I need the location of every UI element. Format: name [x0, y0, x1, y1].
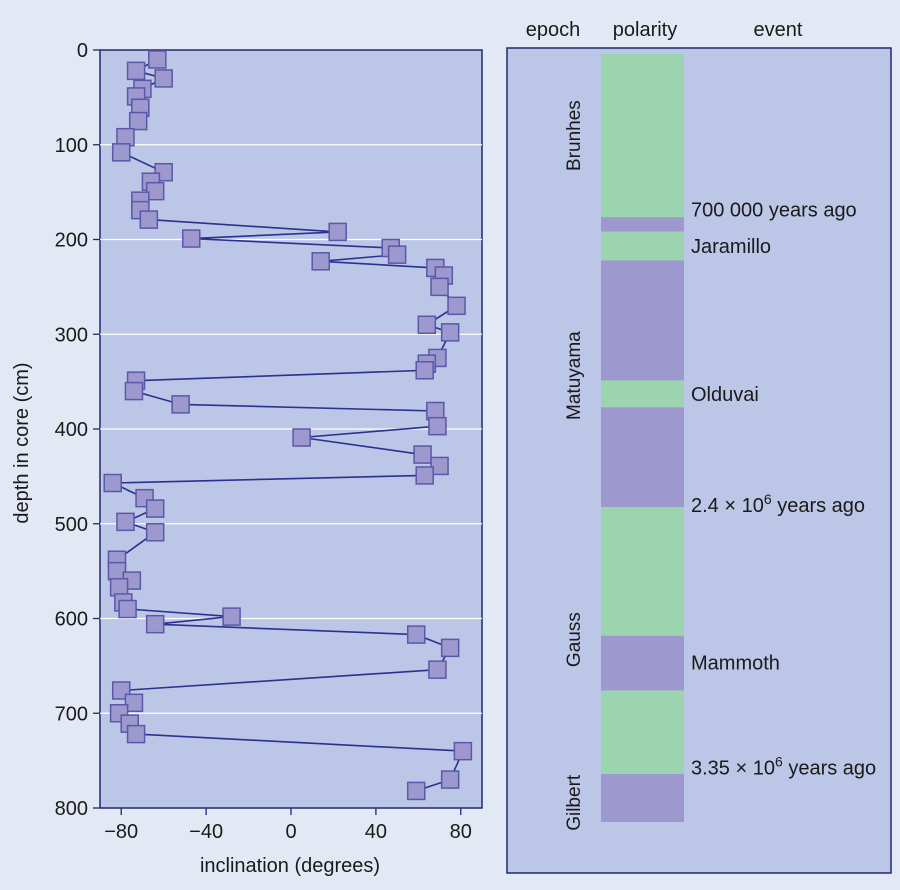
- inclination-markers: [103, 50, 473, 801]
- reversed-polarity-band: [601, 407, 684, 508]
- data-point-marker: [222, 607, 241, 626]
- event-label: 2.4 × 106 years ago: [691, 491, 865, 517]
- data-point-marker: [171, 395, 190, 414]
- y-tick-label: 100: [55, 135, 88, 157]
- data-point-marker: [126, 724, 146, 744]
- data-point-marker: [440, 638, 460, 658]
- normal-polarity-band: [601, 380, 684, 408]
- data-point-marker: [145, 499, 165, 518]
- x-tick-label: 40: [365, 821, 387, 843]
- y-tick-label: 200: [55, 230, 88, 252]
- timescale-panel: [506, 47, 892, 874]
- inclination-axis-ticks: −80 −40 0 40 80: [104, 808, 472, 843]
- y-tick-label: 500: [55, 514, 88, 536]
- x-tick-label: −80: [104, 821, 138, 843]
- data-point-marker: [428, 416, 447, 436]
- data-point-marker: [428, 660, 447, 679]
- data-point-marker: [413, 445, 432, 464]
- epoch-label-matuyama: Matuyama: [564, 331, 585, 420]
- data-point-marker: [148, 50, 167, 69]
- event-label-exponent: 6: [775, 753, 783, 769]
- epoch-column-header: epoch: [526, 19, 581, 41]
- epoch-label-gilbert: Gilbert: [564, 774, 585, 831]
- data-point-marker: [415, 466, 434, 485]
- y-tick-label: 600: [55, 609, 88, 631]
- reversed-polarity-band: [601, 217, 684, 232]
- x-tick-label: −40: [189, 821, 223, 843]
- event-label-suffix: years ago: [772, 495, 865, 517]
- epoch-labels: Brunhes Matuyama Gauss Gilbert: [564, 100, 585, 831]
- event-label-text: 3.35 × 10: [691, 757, 775, 779]
- event-label-text: Olduvai: [691, 384, 759, 406]
- normal-polarity-band: [601, 54, 684, 218]
- data-point-marker: [406, 625, 426, 644]
- event-label-text: Jaramillo: [691, 236, 771, 258]
- polarity-column-header: polarity: [613, 19, 677, 41]
- event-label-text: 2.4 × 10: [691, 495, 764, 517]
- data-point-marker: [453, 741, 473, 761]
- data-point-marker: [440, 770, 460, 789]
- data-point-marker: [118, 599, 137, 619]
- y-tick-label: 400: [55, 419, 88, 441]
- x-tick-label: 0: [285, 821, 296, 843]
- event-label: Olduvai: [691, 384, 759, 406]
- data-point-marker: [417, 315, 437, 335]
- data-point-marker: [124, 693, 144, 713]
- reversed-polarity-band: [601, 260, 684, 381]
- data-point-marker: [128, 111, 148, 131]
- data-point-marker: [292, 428, 311, 447]
- depth-axis-ticks: 0 100 200 300 400 500 600 700 800: [55, 40, 100, 820]
- event-label: Mammoth: [691, 653, 780, 675]
- y-tick-label: 0: [77, 40, 88, 62]
- reversed-polarity-band: [601, 774, 684, 822]
- reversed-polarity-band: [601, 635, 684, 691]
- event-labels: 700 000 years ago Jaramillo Olduvai 2.4 × 1…: [691, 200, 876, 780]
- epoch-label-brunhes: Brunhes: [564, 100, 585, 171]
- y-axis-title: depth in core (cm): [11, 362, 33, 523]
- event-label-text: 700 000 years ago: [691, 200, 857, 222]
- data-point-marker: [430, 456, 449, 476]
- data-point-marker: [116, 512, 135, 532]
- normal-polarity-band: [601, 690, 684, 774]
- data-point-marker: [182, 229, 201, 248]
- epoch-label-gauss: Gauss: [564, 612, 585, 667]
- y-tick-label: 700: [55, 703, 88, 725]
- data-point-marker: [145, 614, 165, 634]
- event-column-header: event: [754, 19, 803, 41]
- data-point-marker: [430, 277, 449, 297]
- polarity-bands: [601, 54, 684, 822]
- data-point-marker: [387, 245, 407, 264]
- data-point-marker: [126, 61, 146, 81]
- event-label-suffix: years ago: [783, 757, 876, 779]
- data-point-marker: [124, 381, 144, 401]
- y-tick-label: 800: [55, 798, 88, 820]
- event-label-text: Mammoth: [691, 653, 780, 675]
- data-point-marker: [145, 181, 165, 201]
- data-point-marker: [447, 296, 466, 316]
- normal-polarity-band: [601, 507, 684, 636]
- data-point-marker: [103, 473, 122, 493]
- x-axis-title: inclination (degrees): [200, 855, 380, 877]
- normal-polarity-band: [601, 231, 684, 261]
- data-point-marker: [440, 323, 460, 342]
- event-label: Jaramillo: [691, 236, 771, 258]
- data-point-marker: [415, 361, 434, 380]
- inclination-chart: 0 100 200 300 400 500 600 700 800 −80 −40 0 40 80 in…: [11, 40, 483, 877]
- data-point-marker: [328, 222, 347, 242]
- event-label: 700 000 years ago: [691, 200, 857, 222]
- data-point-marker: [311, 252, 330, 271]
- event-label-exponent: 6: [764, 491, 772, 507]
- data-point-marker: [406, 781, 426, 801]
- polarity-timescale: epoch polarity event Brunhes Matuyama Gaus…: [506, 19, 892, 874]
- event-label: 3.35 × 106 years ago: [691, 753, 876, 779]
- data-point-marker: [139, 210, 159, 229]
- x-tick-label: 80: [450, 821, 472, 843]
- y-tick-label: 300: [55, 324, 88, 346]
- data-point-marker: [111, 143, 131, 162]
- data-point-marker: [154, 69, 173, 88]
- data-point-marker: [145, 523, 165, 542]
